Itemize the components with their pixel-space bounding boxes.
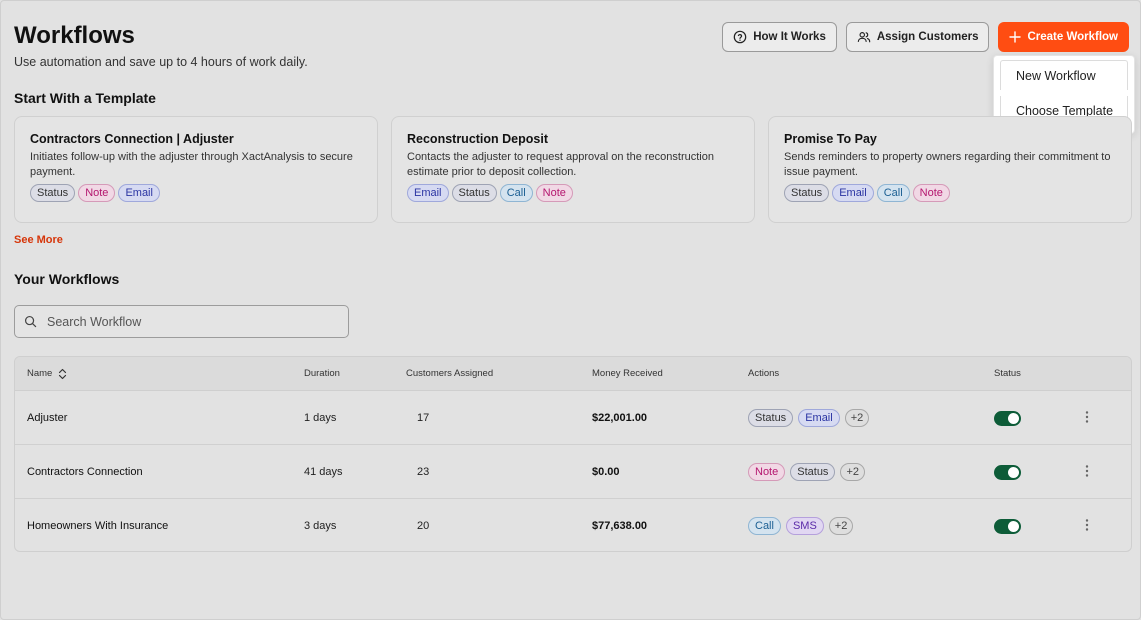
menu-item-new-workflow[interactable]: New Workflow xyxy=(1000,60,1128,90)
assign-customers-button[interactable]: Assign Customers xyxy=(845,22,990,52)
tag-status: Status xyxy=(30,184,76,202)
workflow-money: $0.00 xyxy=(592,466,620,478)
tag-call: Call xyxy=(876,184,910,202)
template-title: Contractors Connection | Adjuster xyxy=(30,132,234,146)
tag-email: Email xyxy=(407,184,449,202)
workflow-money: $22,001.00 xyxy=(592,412,648,424)
template-tags: Status Note Email xyxy=(30,184,362,202)
template-description: Sends reminders to property owners regar… xyxy=(784,151,1111,178)
column-name-header[interactable]: Name xyxy=(27,357,67,391)
template-title: Promise To Pay xyxy=(784,132,877,146)
row-menu xyxy=(1083,499,1091,551)
search-icon xyxy=(24,315,37,328)
template-tags: Email Status Call Note xyxy=(407,184,739,202)
table-header: Name Duration Customers Assigned Money R… xyxy=(15,357,1131,391)
template-card-contractors-adjuster[interactable]: Contractors Connection | Adjuster Initia… xyxy=(14,116,378,223)
row-menu xyxy=(1083,445,1091,499)
workflow-actions: Call SMS +2 xyxy=(748,499,854,551)
template-description: Initiates follow-up with the adjuster th… xyxy=(30,151,353,178)
workflow-duration: 3 days xyxy=(304,520,337,532)
how-it-works-button[interactable]: How It Works xyxy=(722,22,837,52)
workflow-name: Contractors Connection xyxy=(27,466,143,478)
row-menu xyxy=(1083,391,1091,445)
workflow-money: $77,638.00 xyxy=(592,520,648,532)
tag-status: Status xyxy=(748,409,794,427)
template-card-reconstruction-deposit[interactable]: Reconstruction Deposit Contacts the adju… xyxy=(391,116,755,223)
more-vertical-icon[interactable] xyxy=(1083,464,1091,481)
tag-more[interactable]: +2 xyxy=(828,517,854,535)
status-toggle[interactable] xyxy=(994,410,1021,426)
workflow-customers: 20 xyxy=(417,520,430,532)
column-status-header: Status xyxy=(994,368,1021,379)
template-card-promise-to-pay[interactable]: Promise To Pay Sends reminders to proper… xyxy=(768,116,1132,223)
table-row[interactable]: Contractors Connection 41 days 23 $0.00 … xyxy=(15,445,1131,499)
page-title: Workflows xyxy=(14,22,135,49)
workflow-name: Homeowners With Insurance xyxy=(27,520,169,532)
tag-status: Status xyxy=(784,184,830,202)
column-customers-header: Customers Assigned xyxy=(406,368,494,379)
table-row[interactable]: Homeowners With Insurance 3 days 20 $77,… xyxy=(15,499,1131,551)
tag-more[interactable]: +2 xyxy=(840,463,865,481)
template-tags: Status Email Call Note xyxy=(784,184,1116,202)
assign-customers-label: Assign Customers xyxy=(876,31,979,43)
tag-note: Note xyxy=(748,463,786,481)
tag-sms: SMS xyxy=(785,517,824,535)
status-toggle[interactable] xyxy=(994,518,1021,534)
workflows-section-title: Your Workflows xyxy=(14,271,120,287)
create-workflow-label: Create Workflow xyxy=(1027,31,1118,43)
column-duration-header: Duration xyxy=(304,368,340,379)
more-vertical-icon[interactable] xyxy=(1083,410,1091,427)
tag-call: Call xyxy=(748,517,781,535)
search-box xyxy=(14,305,349,338)
tag-note: Note xyxy=(912,184,950,202)
status-toggle[interactable] xyxy=(994,464,1021,480)
template-title: Reconstruction Deposit xyxy=(407,132,548,146)
workflow-customers: 17 xyxy=(417,412,430,424)
plus-icon xyxy=(1009,31,1022,43)
template-cards: Contractors Connection | Adjuster Initia… xyxy=(14,116,1132,223)
workflow-status xyxy=(994,391,1021,445)
tag-email: Email xyxy=(118,184,160,202)
workflow-actions: Note Status +2 xyxy=(748,445,865,499)
help-circle-icon xyxy=(733,30,747,44)
how-it-works-label: How It Works xyxy=(753,31,826,43)
sort-icon[interactable] xyxy=(58,368,67,380)
page-subtitle: Use automation and save up to 4 hours of… xyxy=(14,55,308,69)
header-actions: How It Works Assign Customers Create Wor… xyxy=(722,22,1129,52)
tag-note: Note xyxy=(535,184,573,202)
workflow-duration: 1 days xyxy=(304,412,337,424)
see-more-link[interactable]: See More xyxy=(14,234,63,246)
tag-email: Email xyxy=(798,409,840,427)
template-description: Contacts the adjuster to request approva… xyxy=(407,151,714,178)
tag-more[interactable]: +2 xyxy=(844,409,870,427)
tag-call: Call xyxy=(499,184,533,202)
tag-status: Status xyxy=(451,184,497,202)
workflow-actions: Status Email +2 xyxy=(748,391,870,445)
workflow-customers: 23 xyxy=(417,466,430,478)
workflow-status xyxy=(994,499,1021,551)
users-icon xyxy=(857,30,871,44)
column-money-header: Money Received xyxy=(592,368,663,379)
search-input[interactable] xyxy=(47,314,327,329)
column-actions-header: Actions xyxy=(748,368,780,379)
workflows-table: Name Duration Customers Assigned Money R… xyxy=(14,356,1132,552)
tag-status: Status xyxy=(790,463,836,481)
column-label: Name xyxy=(27,368,53,379)
workflow-duration: 41 days xyxy=(304,466,343,478)
workflow-status xyxy=(994,445,1021,499)
workflow-name: Adjuster xyxy=(27,412,68,424)
more-vertical-icon[interactable] xyxy=(1083,518,1091,535)
tag-note: Note xyxy=(78,184,116,202)
table-row[interactable]: Adjuster 1 days 17 $22,001.00 Status Ema… xyxy=(15,391,1131,445)
templates-section-title: Start With a Template xyxy=(14,90,156,106)
create-workflow-button[interactable]: Create Workflow xyxy=(998,22,1129,52)
tag-email: Email xyxy=(832,184,874,202)
